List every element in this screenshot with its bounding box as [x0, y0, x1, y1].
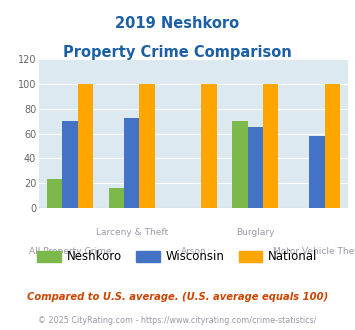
- Bar: [201, 84, 217, 208]
- Legend: Neshkoro, Wisconsin, National: Neshkoro, Wisconsin, National: [33, 246, 322, 268]
- Text: Property Crime Comparison: Property Crime Comparison: [63, 45, 292, 60]
- Text: Motor Vehicle Theft: Motor Vehicle Theft: [273, 248, 355, 256]
- Bar: [232, 121, 247, 208]
- Text: 2019 Neshkoro: 2019 Neshkoro: [115, 16, 240, 31]
- Bar: [247, 127, 263, 208]
- Bar: [309, 136, 325, 208]
- Bar: [109, 188, 124, 208]
- Bar: [62, 121, 78, 208]
- Bar: [325, 84, 340, 208]
- Bar: [78, 84, 93, 208]
- Bar: [124, 117, 140, 208]
- Bar: [47, 180, 62, 208]
- Text: All Property Crime: All Property Crime: [29, 248, 111, 256]
- Text: Arson: Arson: [181, 248, 206, 256]
- Bar: [140, 84, 155, 208]
- Text: Compared to U.S. average. (U.S. average equals 100): Compared to U.S. average. (U.S. average …: [27, 292, 328, 302]
- Text: Burglary: Burglary: [236, 228, 274, 237]
- Text: Larceny & Theft: Larceny & Theft: [95, 228, 168, 237]
- Bar: [263, 84, 278, 208]
- Text: © 2025 CityRating.com - https://www.cityrating.com/crime-statistics/: © 2025 CityRating.com - https://www.city…: [38, 315, 317, 325]
